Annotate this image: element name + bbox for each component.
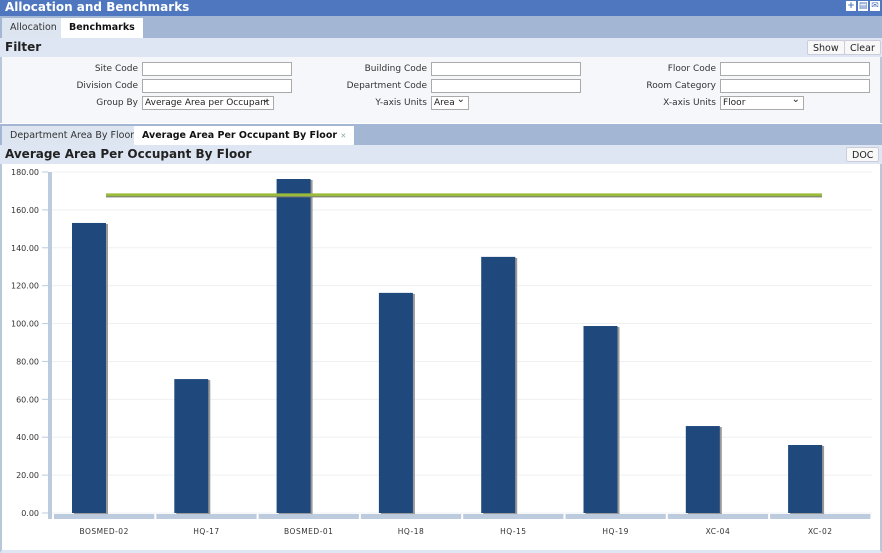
x-axis-segment (54, 514, 155, 519)
x-axis-segment (667, 514, 769, 519)
bar (174, 379, 209, 513)
y-tick-label: 60.00 (16, 395, 39, 404)
group-by-value: Average Area per Occupant (145, 98, 270, 108)
filter-panel: Site Code Division Code Group By Average… (0, 57, 882, 123)
site-code-label: Site Code (94, 64, 138, 74)
department-code-input[interactable] (431, 79, 581, 93)
chart-area: 0.00 20.00 40.00 60.00 80.00 100.00 120.00 140.… (0, 164, 882, 553)
show-button[interactable]: Show (807, 40, 845, 55)
print-icon[interactable]: ▤ (858, 1, 868, 11)
x-axis-units-select[interactable]: Floor (720, 94, 804, 110)
bar (583, 326, 618, 513)
email-icon[interactable]: ✉ (870, 1, 880, 11)
x-tick-label: BOSMED-02 (79, 527, 128, 536)
y-tick-label: 120.00 (11, 282, 39, 291)
window-title: Allocation and Benchmarks (5, 0, 190, 14)
y-tick-label: 160.00 (11, 206, 39, 215)
x-axis-segment (360, 514, 462, 519)
y-tick-label: 40.00 (16, 433, 39, 442)
department-code-label: Department Code (346, 81, 427, 91)
doc-button[interactable]: DOC (846, 147, 880, 162)
x-tick-label: XC-04 (706, 527, 731, 536)
x-axis-segment (258, 514, 359, 519)
y-axis-units-select[interactable]: Area (431, 94, 469, 110)
building-code-label: Building Code (364, 64, 427, 74)
x-axis-segment (770, 514, 871, 519)
division-code-label: Division Code (76, 81, 138, 91)
bar (72, 222, 106, 513)
bar (685, 426, 720, 513)
x-axis-units-label: X-axis Units (663, 98, 716, 108)
x-tick-label: XC-02 (808, 527, 833, 536)
x-axis-segment (463, 514, 564, 519)
floor-code-label: Floor Code (667, 64, 716, 74)
x-axis-units-value: Floor (723, 98, 746, 108)
x-axis-segment (565, 514, 666, 519)
y-tick-label: 80.00 (16, 357, 39, 366)
tab-department-area-by-floor[interactable]: Department Area By Floor ✕ (2, 126, 152, 145)
group-by-label: Group By (96, 98, 138, 108)
division-code-input[interactable] (142, 79, 292, 93)
site-code-input[interactable] (142, 62, 292, 76)
group-by-select[interactable]: Average Area per Occupant (142, 94, 274, 110)
bar (378, 292, 413, 513)
y-axis-bar (48, 172, 52, 519)
tab-label: Average Area Per Occupant By Floor (142, 130, 338, 141)
room-category-label: Room Category (646, 81, 716, 91)
y-tick-label: 0.00 (21, 509, 39, 518)
filter-header: Filter Show Clear (0, 38, 882, 57)
close-icon[interactable]: ✕ (340, 132, 347, 140)
y-axis-units-label: Y-axis Units (375, 98, 427, 108)
room-category-input[interactable] (720, 79, 870, 93)
y-tick-label: 20.00 (16, 471, 39, 480)
tab-label: Department Area By Floor (10, 130, 135, 141)
y-tick-label: 180.00 (11, 168, 39, 177)
building-code-input[interactable] (431, 62, 581, 76)
window-title-bar: Allocation and Benchmarks + ▤ ✉ (0, 0, 882, 16)
bar (276, 179, 311, 513)
add-icon[interactable]: + (846, 1, 856, 11)
y-axis-units-value: Area (434, 98, 455, 108)
x-tick-label: HQ-19 (602, 527, 629, 536)
x-tick-label: HQ-15 (500, 527, 527, 536)
floor-code-input[interactable] (720, 62, 870, 76)
chart-header: Average Area Per Occupant By Floor DOC (0, 145, 882, 164)
x-axis-segment (156, 514, 257, 519)
filter-title: Filter (5, 40, 42, 54)
x-tick-label: HQ-17 (193, 527, 220, 536)
main-tabs: Allocation Benchmarks (0, 16, 882, 38)
x-tick-label: BOSMED-01 (284, 527, 333, 536)
chart-tabs: Department Area By Floor ✕ Average Area … (0, 124, 882, 145)
clear-button[interactable]: Clear (844, 40, 881, 55)
bar (481, 256, 516, 513)
bar-chart: 0.00 20.00 40.00 60.00 80.00 100.00 120.00 140.… (11, 168, 872, 536)
tab-benchmarks[interactable]: Benchmarks (61, 18, 143, 38)
y-tick-label: 100.00 (11, 320, 39, 329)
x-tick-label: HQ-18 (398, 527, 425, 536)
y-tick-label: 140.00 (11, 244, 39, 253)
chart-title: Average Area Per Occupant By Floor (5, 147, 252, 161)
tab-average-area-per-occupant[interactable]: Average Area Per Occupant By Floor ✕ (134, 126, 355, 145)
bar (788, 444, 823, 513)
tab-allocation[interactable]: Allocation (2, 18, 65, 38)
